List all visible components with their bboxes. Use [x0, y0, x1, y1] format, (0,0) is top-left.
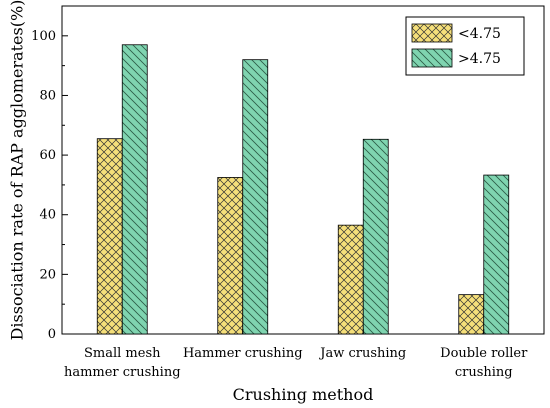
bar-gt-4-75 — [362, 138, 389, 335]
legend-swatch — [411, 48, 453, 68]
x-category-label: Double roller — [440, 346, 528, 361]
y-tick-label: 40 — [39, 208, 56, 223]
legend-swatch — [411, 23, 453, 43]
y-axis-ticks: 0 20 40 60 80 100 — [31, 5, 485, 342]
legend: <4.75 >4.75 — [405, 16, 525, 76]
y-tick-label: 80 — [39, 88, 56, 103]
x-category-label: hammer crushing — [64, 365, 181, 380]
bar-gt-4-75 — [121, 44, 148, 335]
x-category-label: crushing — [455, 365, 513, 380]
y-tick-label: 60 — [39, 148, 56, 163]
bar-lt-4-75 — [337, 224, 364, 335]
legend-label: >4.75 — [458, 51, 501, 67]
legend-label: <4.75 — [458, 26, 501, 42]
bar-gt-4-75 — [483, 174, 510, 335]
bar-lt-4-75 — [458, 294, 485, 335]
plot-area — [61, 5, 545, 335]
x-axis-title: Crushing method — [233, 385, 374, 404]
plot-frame — [61, 5, 545, 335]
y-tick-label: 20 — [39, 267, 56, 282]
y-axis-title: Dissociation rate of RAP agglomerates(%) — [8, 0, 27, 340]
y-tick-label: 0 — [48, 327, 56, 342]
bar-gt-4-75 — [242, 59, 269, 335]
bar-lt-4-75 — [217, 177, 244, 335]
x-category-label: Hammer crushing — [183, 346, 303, 361]
x-category-label: Jaw crushing — [318, 346, 406, 361]
x-category-label: Small mesh — [84, 346, 161, 361]
y-tick-label: 100 — [31, 29, 56, 44]
bar-lt-4-75 — [96, 138, 123, 335]
